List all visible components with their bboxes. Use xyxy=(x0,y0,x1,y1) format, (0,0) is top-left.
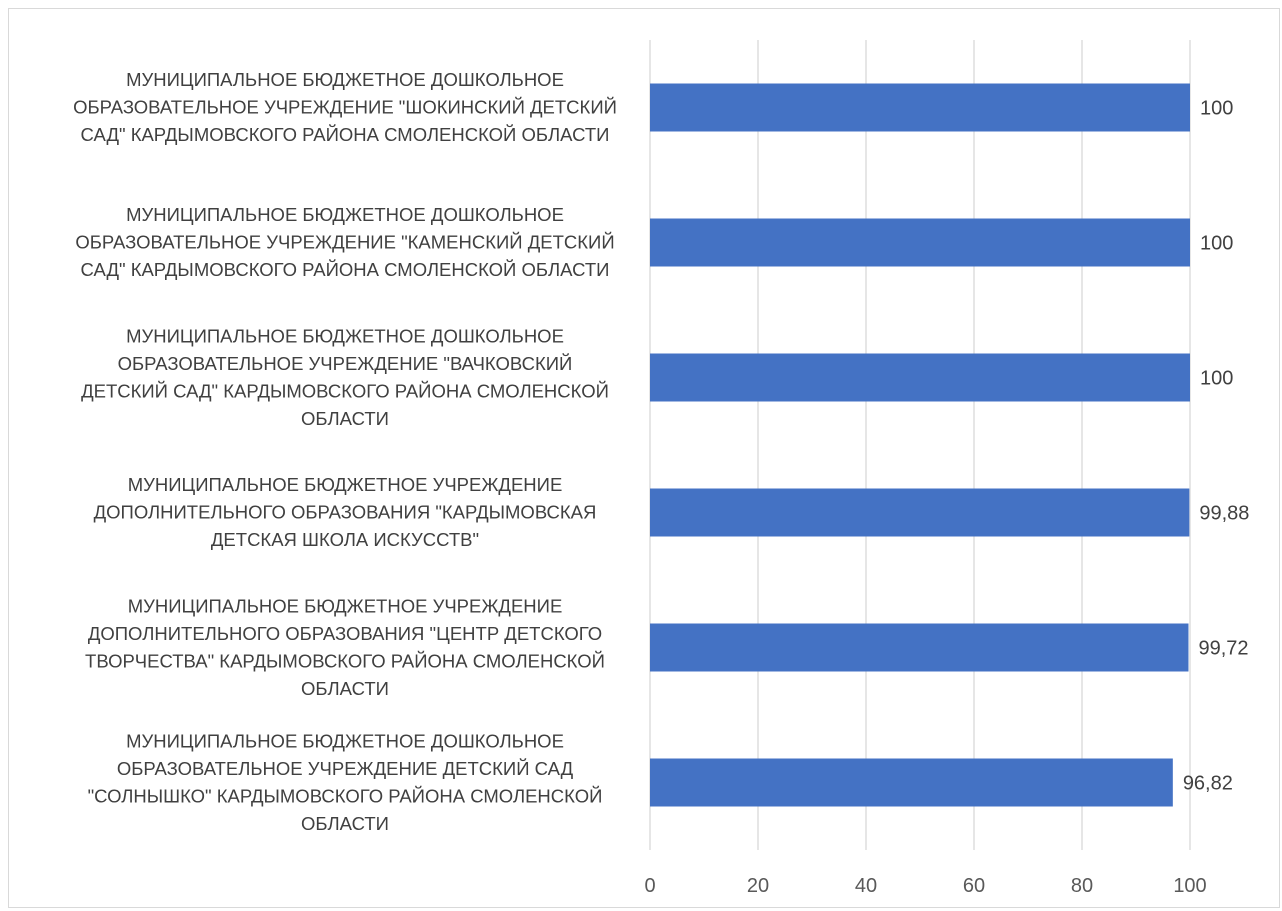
category-label-line: ОБРАЗОВАТЕЛЬНОЕ УЧРЕЖДЕНИЕ "КАМЕНСКИЙ ДЕ… xyxy=(75,232,614,253)
x-axis-tick-labels: 0 20 40 60 80 100 xyxy=(644,875,1206,897)
bar xyxy=(650,488,1190,537)
x-tick-label: 60 xyxy=(963,875,985,897)
category-label-line: САД" КАРДЫМОВСКОГО РАЙОНА СМОЛЕНСКОЙ ОБЛ… xyxy=(81,124,610,145)
category-label-line: ОБЛАСТИ xyxy=(301,678,389,699)
category-label-line: ОБРАЗОВАТЕЛЬНОЕ УЧРЕЖДЕНИЕ ДЕТСКИЙ САД xyxy=(117,758,574,779)
category-label-line: МУНИЦИПАЛЬНОЕ БЮДЖЕТНОЕ ДОШКОЛЬНОЕ xyxy=(126,325,564,346)
data-label: 96,82 xyxy=(1183,773,1233,795)
category-label-line: МУНИЦИПАЛЬНОЕ БЮДЖЕТНОЕ УЧРЕЖДЕНИЕ xyxy=(128,595,563,616)
category-label-line: ОБЛАСТИ xyxy=(301,813,389,834)
x-tick-label: 20 xyxy=(747,875,769,897)
bar xyxy=(650,83,1190,132)
bar xyxy=(650,758,1173,807)
category-label-line: ТВОРЧЕСТВА" КАРДЫМОВСКОГО РАЙОНА СМОЛЕНС… xyxy=(85,650,605,671)
category-label-line: ДОПОЛНИТЕЛЬНОГО ОБРАЗОВАНИЯ "ЦЕНТР ДЕТСК… xyxy=(88,623,602,644)
x-tick-label: 40 xyxy=(855,875,877,897)
category-label-line: ОБЛАСТИ xyxy=(301,408,389,429)
bar xyxy=(650,623,1189,672)
data-label: 100 xyxy=(1200,98,1233,120)
category-label-line: МУНИЦИПАЛЬНОЕ БЮДЖЕТНОЕ ДОШКОЛЬНОЕ xyxy=(126,69,564,90)
chart-frame xyxy=(8,8,1280,908)
bars xyxy=(650,83,1190,807)
category-label-line: МУНИЦИПАЛЬНОЕ БЮДЖЕТНОЕ ДОШКОЛЬНОЕ xyxy=(126,730,564,751)
category-label-line: ОБРАЗОВАТЕЛЬНОЕ УЧРЕЖДЕНИЕ "ВАЧКОВСКИЙ xyxy=(118,353,573,374)
category-label-line: САД" КАРДЫМОВСКОГО РАЙОНА СМОЛЕНСКОЙ ОБЛ… xyxy=(81,259,610,280)
category-label-line: ДЕТСКИЙ САД" КАРДЫМОВСКОГО РАЙОНА СМОЛЕН… xyxy=(81,380,609,401)
category-label-line: "СОЛНЫШКО" КАРДЫМОВСКОГО РАЙОНА СМОЛЕНСК… xyxy=(88,785,603,806)
category-label-line: ДОПОЛНИТЕЛЬНОГО ОБРАЗОВАНИЯ "КАРДЫМОВСКА… xyxy=(94,502,597,523)
data-label: 100 xyxy=(1200,233,1233,255)
x-tick-label: 80 xyxy=(1071,875,1093,897)
data-label: 99,88 xyxy=(1199,503,1249,525)
category-label-line: МУНИЦИПАЛЬНОЕ БЮДЖЕТНОЕ ДОШКОЛЬНОЕ xyxy=(126,204,564,225)
x-tick-label: 100 xyxy=(1173,875,1206,897)
x-tick-label: 0 xyxy=(644,875,655,897)
data-label: 99,72 xyxy=(1198,638,1248,660)
category-labels: МУНИЦИПАЛЬНОЕ БЮДЖЕТНОЕ ДОШКОЛЬНОЕ ОБРАЗО… xyxy=(73,69,617,834)
category-label-line: ДЕТСКАЯ ШКОЛА ИСКУССТВ" xyxy=(211,529,479,550)
data-label: 100 xyxy=(1200,368,1233,390)
category-label-line: ОБРАЗОВАТЕЛЬНОЕ УЧРЕЖДЕНИЕ "ШОКИНСКИЙ ДЕ… xyxy=(73,97,617,118)
bar xyxy=(650,353,1190,402)
gridlines xyxy=(649,40,1191,850)
category-label-line: МУНИЦИПАЛЬНОЕ БЮДЖЕТНОЕ УЧРЕЖДЕНИЕ xyxy=(128,474,563,495)
bar xyxy=(650,218,1190,267)
data-labels: 100 100 100 99,88 99,72 96,82 xyxy=(1183,98,1250,795)
